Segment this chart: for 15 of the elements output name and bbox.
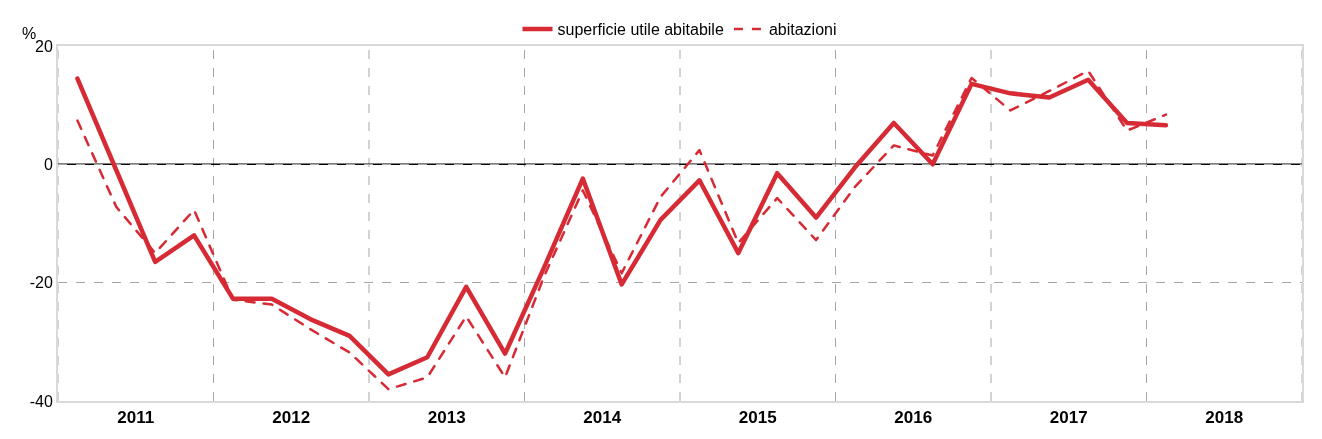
x-tick-label: 2015 bbox=[738, 408, 777, 428]
x-tick-label: 2013 bbox=[427, 408, 466, 428]
x-tick-label: 2018 bbox=[1205, 408, 1244, 428]
y-tick-label: 0 bbox=[43, 155, 53, 173]
x-tick-label: 2017 bbox=[1049, 408, 1088, 428]
y-tick-label: -20 bbox=[29, 274, 53, 292]
x-tick-label: 2014 bbox=[583, 408, 622, 428]
y-tick-label: -40 bbox=[29, 392, 53, 410]
x-tick-label: 2012 bbox=[272, 408, 311, 428]
legend-label: superficie utile abitabile bbox=[557, 21, 724, 39]
x-tick-label: 2011 bbox=[117, 408, 155, 428]
y-axis-title: % bbox=[22, 25, 37, 42]
legend-label: abitazioni bbox=[768, 21, 837, 39]
x-tick-label: 2016 bbox=[894, 408, 933, 428]
y-tick-label: 20 bbox=[35, 37, 53, 55]
